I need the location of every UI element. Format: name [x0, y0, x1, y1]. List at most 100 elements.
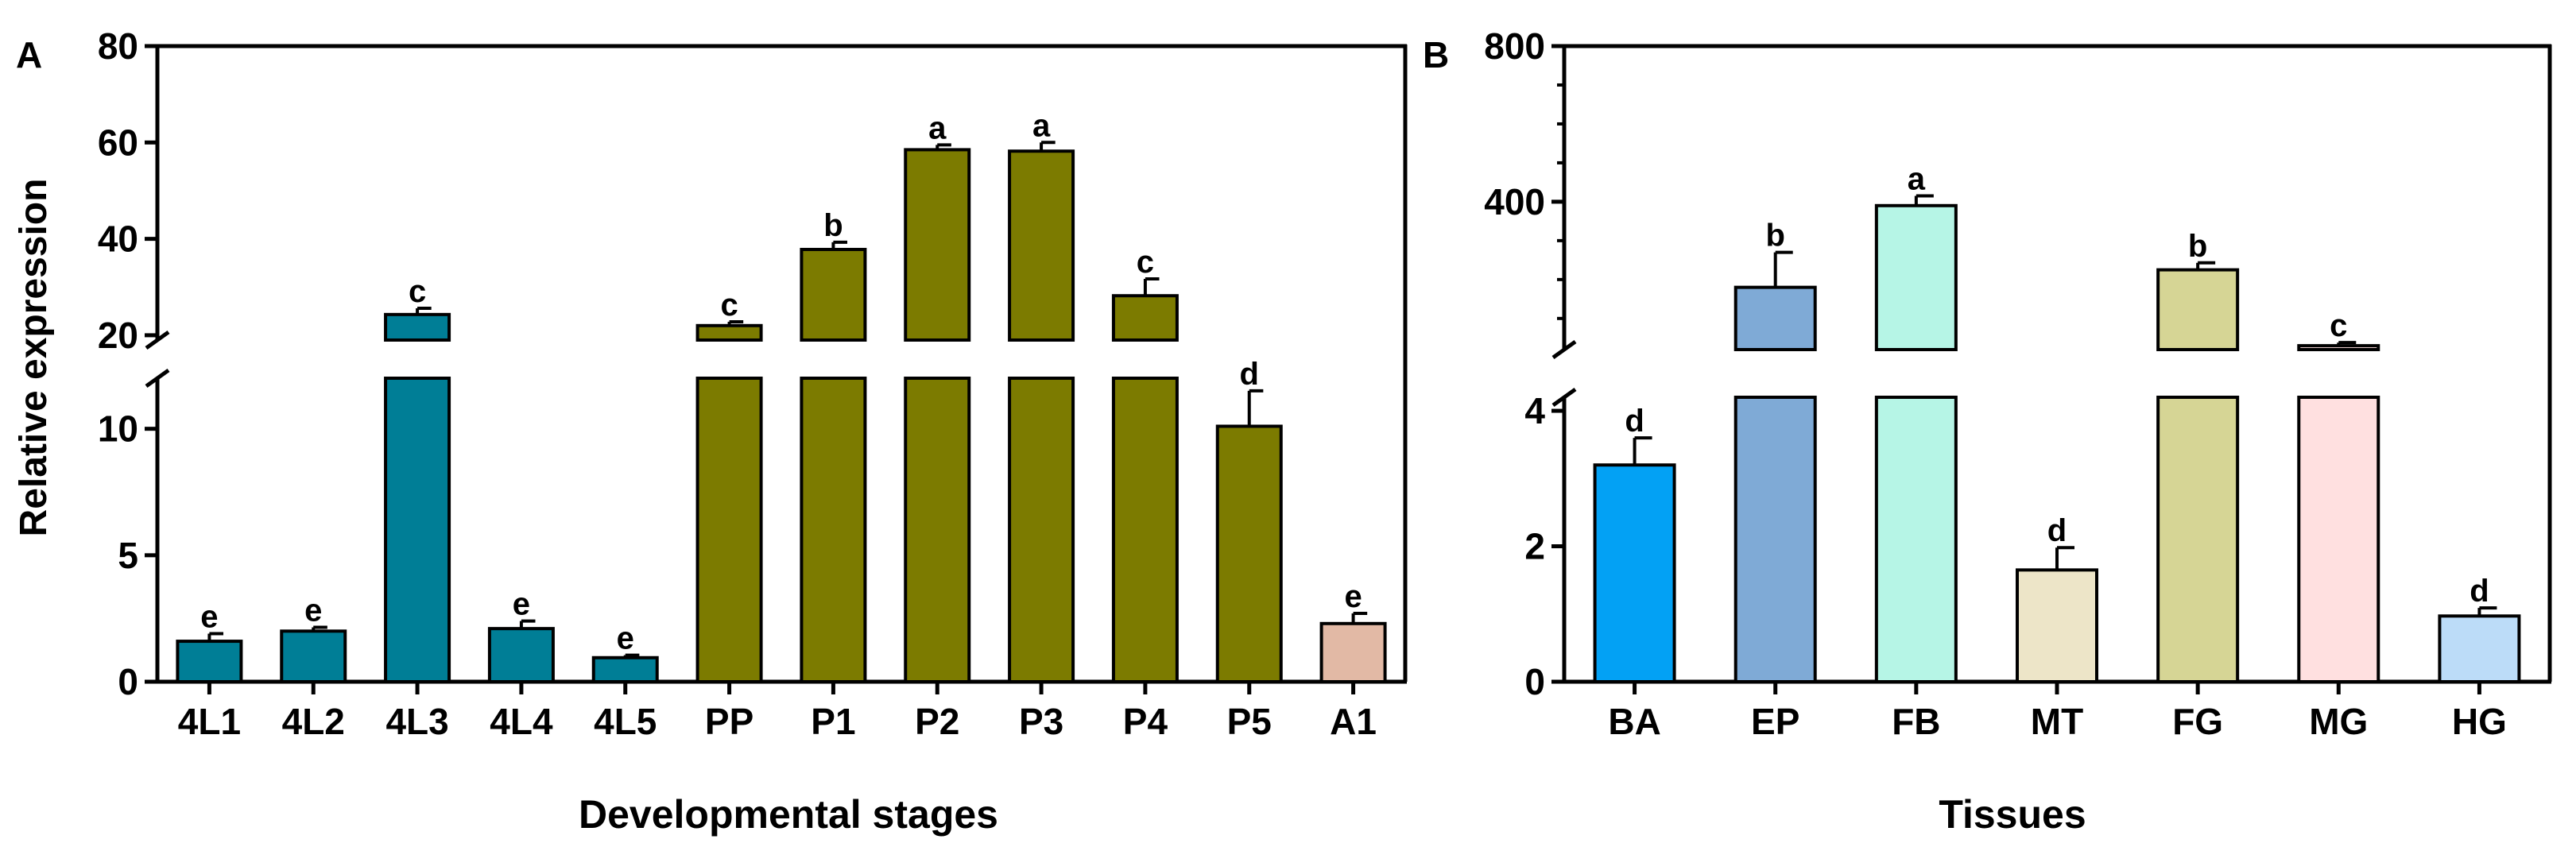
panel-a-axis-break-mark-lower	[145, 368, 170, 389]
panel-a-bar	[176, 640, 243, 683]
panel-a-bar-lower	[1008, 377, 1075, 683]
panel-b-bar-lower	[1874, 396, 1958, 683]
panel-a-bar-lower	[800, 377, 867, 683]
panel-a-y-tick-label-upper: 80	[98, 25, 138, 67]
panel-a-bar-lower	[384, 377, 451, 683]
panel-a-bar	[487, 627, 555, 684]
panel-a-bar	[280, 629, 347, 683]
panel-a-bar-break-gap	[799, 342, 868, 377]
panel-b-x-tick-label: FB	[1892, 701, 1940, 742]
panel-b-sig-letter: b	[2188, 229, 2207, 264]
panel-b-sig-letter: d	[1625, 404, 1644, 439]
panel-a-bar	[591, 655, 659, 684]
panel-a-bar-lower	[695, 377, 763, 683]
panel-a-bar-upper	[1111, 294, 1179, 342]
panel-a-sig-letter: c	[1137, 245, 1154, 280]
panel-b-y-tick-label-upper: 400	[1484, 181, 1545, 222]
panel-a-bar-break-gap	[695, 342, 764, 377]
panel-a-sig-letter: d	[1240, 357, 1259, 392]
panel-b-bar	[2438, 614, 2521, 683]
panel-b-sig-letter: c	[2330, 308, 2347, 343]
panel-a-sig-letter: b	[823, 208, 843, 243]
panel-a-x-tick-label: 4L4	[490, 701, 553, 742]
panel-a-sig-letter: c	[409, 274, 426, 309]
panel-a-bar-lower	[1111, 377, 1179, 683]
panel-a-bar-upper	[1008, 149, 1075, 342]
panel-a-bar-break-gap	[1110, 342, 1180, 377]
panel-a-bar-upper	[384, 312, 451, 342]
panel-b-bar-break-gap	[2296, 351, 2381, 396]
panel-a-bar-upper	[800, 247, 867, 342]
panel-a-y-tick-label-upper: 20	[98, 315, 138, 356]
panel-a-bar-upper	[695, 323, 763, 342]
panel-b-bar-break-gap	[1733, 351, 1818, 396]
panel-a-bar	[1319, 621, 1387, 683]
panel-b-bar-upper	[1874, 203, 1958, 351]
panel-b-y-tick-label-upper: 800	[1484, 25, 1545, 67]
panel-b-x-tick-label: MT	[2031, 701, 2083, 742]
panel-a-sig-letter: a	[928, 110, 947, 145]
panel-a-x-tick-label: P3	[1019, 701, 1063, 742]
panel-b-x-tick-label: FG	[2172, 701, 2223, 742]
panel-b-bar-upper	[2156, 268, 2240, 352]
panel-b-bar-upper	[2297, 344, 2380, 352]
panel-a-sig-letter: e	[200, 600, 218, 635]
panel-b-bar-upper	[1733, 285, 1817, 351]
panel-a-sig-letter: e	[1344, 579, 1362, 614]
panel-a-y-tick-label-upper: 40	[98, 218, 138, 260]
panel-a-bar-break-gap	[1007, 342, 1076, 377]
panel-a-y-tick-label-lower: 10	[98, 408, 138, 450]
panel-a-bar-break-gap	[903, 342, 972, 377]
panel-a-bar-upper	[904, 148, 971, 342]
panel-b-bar-break-gap	[1873, 351, 1958, 396]
panel-b-sig-letter: a	[1908, 162, 1926, 197]
panel-b-sig-letter: d	[2047, 513, 2067, 548]
panel-a-y-tick-label-lower: 0	[118, 661, 138, 702]
panel-b-bar-lower	[2156, 396, 2240, 683]
panel-a-x-tick-label: P5	[1227, 701, 1272, 742]
panel-a-x-tick-label: 4L1	[178, 701, 241, 742]
panel-b-label: B	[1423, 34, 1449, 75]
panel-b-y-tick-label-lower: 4	[1524, 390, 1545, 431]
panel-a-bar-lower	[904, 377, 971, 683]
panel-a-x-tick-label: P2	[915, 701, 959, 742]
panel-b-x-tick-label: EP	[1751, 701, 1799, 742]
panel-a-x-tick-label: 4L3	[385, 701, 448, 742]
panel-b-x-tick-label: MG	[2309, 701, 2368, 742]
panel-b-bar	[1593, 463, 1676, 683]
panel-a-y-axis-title: Relative expression	[13, 179, 55, 537]
panel-a-y-tick-label-lower: 5	[118, 535, 138, 576]
panel-a-x-axis-title: Developmental stages	[579, 792, 998, 837]
panel-a-label: A	[16, 34, 42, 75]
panel-a-axis-break-mark-upper	[145, 330, 170, 350]
panel-b-sig-letter: b	[1765, 218, 1784, 253]
panel-a-bar-break-gap	[383, 342, 452, 377]
panel-b-x-tick-label: BA	[1608, 701, 1660, 742]
panel-a-x-tick-label: P4	[1123, 701, 1168, 742]
panel-a-x-tick-label: A1	[1330, 701, 1377, 742]
panel-b-axis-break-mark-upper	[1551, 339, 1577, 360]
panel-b-x-tick-label: HG	[2452, 701, 2507, 742]
panel-a-x-tick-label: 4L5	[594, 701, 657, 742]
panel-a-plot: 0 5 10 20 40 60 80 e 4L1 e 4L2 c 4L3 e 4L4 e 4L5 c PP b P1 a P…	[98, 25, 1408, 742]
panel-b-bar-break-gap	[2156, 351, 2241, 396]
panel-b-y-tick-label-lower: 2	[1524, 526, 1545, 567]
panel-a-sig-letter: c	[720, 288, 738, 323]
panel-a-sig-letter: a	[1032, 108, 1051, 143]
panel-b-bar-lower	[2297, 396, 2380, 683]
panel-b-sig-letter: d	[2469, 574, 2489, 609]
panel-b-axis-break-mark-lower	[1551, 387, 1577, 408]
panel-a-x-tick-label: PP	[705, 701, 753, 742]
panel-b-y-tick-label-lower: 0	[1524, 661, 1545, 702]
panel-a-sig-letter: e	[617, 621, 634, 656]
panel-a-x-tick-label: P1	[811, 701, 855, 742]
panel-b-bar	[2016, 568, 2098, 683]
panel-a-sig-letter: e	[513, 587, 530, 622]
panel-b-x-axis-title: Tissues	[1939, 792, 2086, 837]
panel-b-bar-lower	[1733, 396, 1817, 683]
panel-a-y-tick-label-upper: 60	[98, 122, 138, 163]
panel-a-bar	[1215, 424, 1283, 683]
panel-a-sig-letter: e	[304, 594, 322, 628]
panel-a-x-tick-label: 4L2	[282, 701, 345, 742]
